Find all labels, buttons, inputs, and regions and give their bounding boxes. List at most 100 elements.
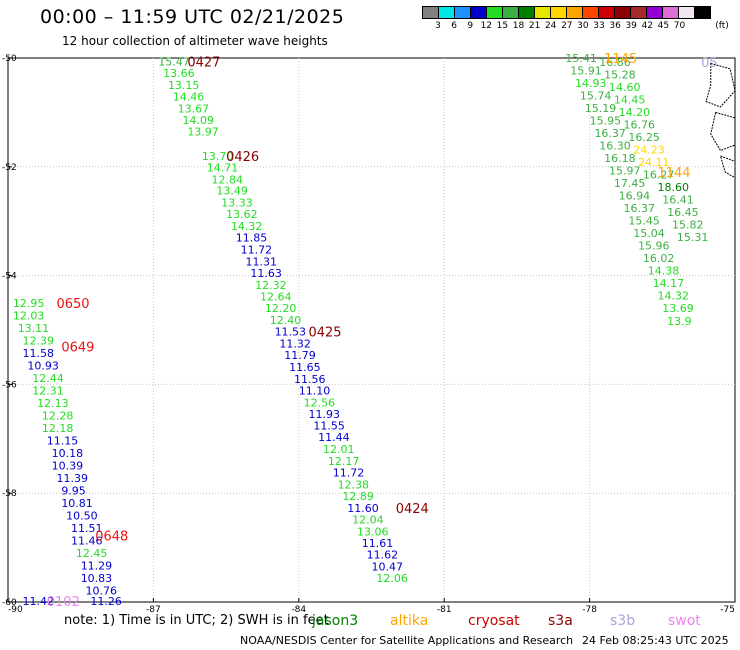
- wave-height-value: 16.02: [643, 252, 675, 265]
- wave-height-value: 13.70: [202, 150, 234, 163]
- color-scale-label: 24: [544, 21, 557, 31]
- wave-height-value: 11.56: [294, 373, 326, 386]
- wave-height-value: 11.32: [279, 338, 311, 351]
- wave-height-value: 10.50: [66, 510, 98, 523]
- footnote: note: 1) Time is in UTC; 2) SWH is in fe…: [64, 613, 329, 628]
- wave-height-value: 16.37: [594, 127, 626, 140]
- wave-height-value: 12.01: [323, 443, 355, 456]
- wave-height-value: 16.37: [624, 202, 656, 215]
- wave-height-value: 11.29: [81, 560, 113, 573]
- wave-height-value: 17.45: [614, 177, 646, 190]
- pass-time-label: 0102: [47, 595, 80, 610]
- wave-height-value: 24.11: [638, 156, 670, 169]
- color-scale-label: 27: [561, 21, 573, 31]
- x-tick-label: -78: [582, 605, 597, 615]
- mission-label-s3a: s3a: [548, 613, 573, 629]
- wave-height-value: 14.09: [182, 114, 214, 127]
- wave-height-value: 12.84: [212, 173, 244, 186]
- wave-height-value: 14.17: [653, 277, 685, 290]
- wave-height-value: 10.39: [52, 459, 83, 472]
- wave-height-value: 16.86: [599, 56, 631, 69]
- wave-height-value: 11.31: [245, 255, 277, 268]
- land-outline: [705, 62, 736, 179]
- y-tick-label: -52: [2, 163, 17, 173]
- wave-height-value: 11.10: [299, 384, 331, 397]
- coastline: [719, 155, 736, 179]
- wave-height-value: 12.31: [32, 384, 64, 397]
- credit-line: NOAA/NESDIS Center for Satellite Applica…: [240, 634, 574, 647]
- wave-height-value: 16.45: [667, 206, 699, 219]
- wave-height-value: 11.60: [347, 502, 379, 515]
- wave-height-value: 12.56: [304, 396, 336, 409]
- wave-height-value: 12.89: [342, 490, 374, 503]
- pass-time-label: 0648: [95, 530, 128, 545]
- wave-height-value: 12.06: [376, 572, 408, 585]
- wave-height-value: 12.28: [42, 409, 74, 422]
- color-scale-label: 39: [625, 21, 637, 31]
- pass-time-label: 0424: [396, 502, 429, 517]
- wave-height-value: 13.06: [357, 525, 389, 538]
- wave-height-value: 12.38: [338, 478, 370, 491]
- pass-time-labels: 0427 0426 0425 0424 0650 0649 0648 1145 1144 05 01…: [47, 52, 718, 610]
- pass-time-label: 0426: [226, 150, 259, 165]
- chart-title: 00:00 – 11:59 UTC 02/21/2025: [40, 6, 345, 28]
- color-scale: [422, 6, 711, 19]
- wave-height-value: 13.15: [168, 79, 200, 92]
- wave-height-value: 10.83: [81, 572, 113, 585]
- wave-height-value: 15.91: [570, 65, 602, 78]
- wave-height-value: 12.44: [32, 372, 64, 385]
- mission-label-swot: swot: [668, 613, 701, 629]
- wave-height-value: 24.23: [633, 143, 665, 156]
- color-scale-label: 6: [451, 21, 457, 31]
- wave-height-value: 14.71: [207, 161, 239, 174]
- wave-height-value: 16.25: [628, 131, 660, 144]
- x-tick-label: -84: [291, 605, 306, 615]
- wave-height-value: 16.30: [599, 140, 631, 153]
- wave-height-value: 13.66: [163, 67, 195, 80]
- wave-height-value: 11.44: [318, 431, 350, 444]
- wave-height-value: 11.72: [241, 243, 273, 256]
- wave-height-value: 16.41: [662, 193, 694, 206]
- y-tick-label: -54: [2, 272, 17, 282]
- wave-height-value: 12.39: [23, 334, 55, 347]
- wave-height-value: 11.15: [47, 434, 78, 447]
- wave-height-value: 13.67: [178, 103, 210, 116]
- wave-height-value: 14.32: [657, 290, 689, 303]
- wave-height-value: 13.33: [221, 197, 253, 210]
- wave-height-value: 13.11: [18, 322, 50, 335]
- chart-subtitle: 12 hour collection of altimeter wave hei…: [62, 34, 328, 48]
- color-scale-label: 18: [512, 21, 525, 31]
- axis-ticks: -90 -87 -84 -81 -78 -75 -50 -52 -54 -56 -58 -60: [2, 54, 736, 615]
- pass-time-label: 0425: [308, 326, 341, 341]
- wave-height-value: 12.20: [265, 302, 297, 315]
- wave-height-value: 11.58: [23, 347, 55, 360]
- wave-height-value: 13.62: [226, 208, 258, 221]
- wave-height-value: 13.97: [187, 125, 219, 138]
- color-scale-swatch: [694, 6, 711, 19]
- y-tick-label: -50: [2, 54, 17, 64]
- wave-height-value: 11.42: [23, 595, 55, 608]
- map-frame: [7, 57, 736, 603]
- wave-height-value: 15.96: [638, 240, 670, 253]
- wave-height-value: 12.18: [42, 422, 74, 435]
- y-tick-label: -60: [2, 598, 17, 608]
- color-scale-label: 36: [609, 21, 621, 31]
- wave-height-value: 11.79: [284, 349, 316, 362]
- x-tick-label: -81: [437, 605, 452, 615]
- wave-height-value: 15.47: [158, 55, 190, 68]
- wave-height-value: 11.62: [367, 549, 399, 562]
- wave-height-value: 11.46: [71, 535, 103, 548]
- wave-height-value: 12.03: [13, 309, 44, 322]
- wave-height-value: 14.45: [614, 93, 646, 106]
- y-tick-label: -58: [2, 489, 17, 499]
- y-tick-label: -56: [2, 380, 17, 390]
- wave-height-value: 15.97: [609, 165, 641, 178]
- wave-height-value: 13.69: [662, 302, 694, 315]
- color-scale-label: 3: [435, 21, 441, 31]
- wave-height-value: 11.53: [275, 326, 307, 339]
- mission-label-s3b: s3b: [610, 613, 636, 629]
- wave-height-value: 15.28: [604, 68, 636, 81]
- color-scale-label: 70: [673, 21, 686, 31]
- x-tick-label: -90: [8, 605, 23, 615]
- wave-height-value: 12.32: [255, 279, 287, 292]
